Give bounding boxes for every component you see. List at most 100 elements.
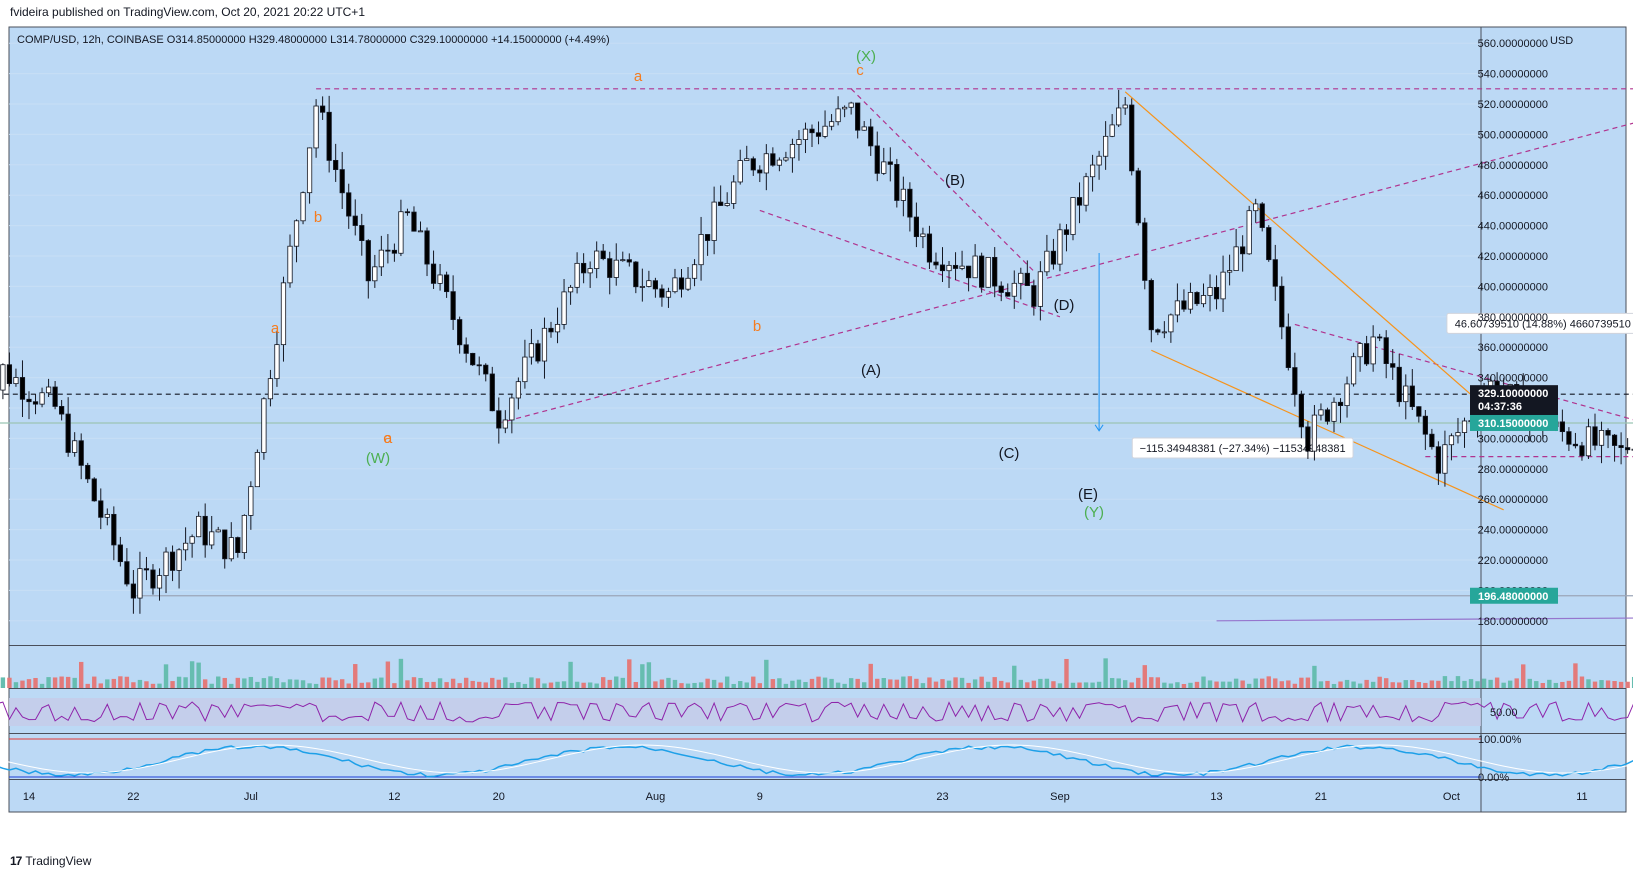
candle-body [992, 256, 998, 287]
volume-bar [1370, 681, 1376, 688]
volume-bar [738, 681, 743, 688]
volume-bar [1038, 678, 1043, 688]
volume-bar [1573, 663, 1578, 688]
candle-body [1566, 431, 1572, 445]
volume-bar [1364, 679, 1369, 688]
volume-bar [1514, 678, 1519, 688]
candle-body [613, 259, 619, 278]
candle-body [463, 344, 469, 354]
volume-bar [183, 677, 188, 688]
candle-body [411, 211, 417, 232]
volume-bar [65, 676, 71, 688]
candle-body [209, 531, 215, 546]
volume-bar [1410, 679, 1415, 688]
candle-body [1246, 210, 1252, 255]
candle-body [926, 233, 933, 263]
candle-body [1135, 170, 1141, 224]
footer[interactable]: 17 TradingView [10, 854, 91, 868]
volume-bar [1070, 682, 1076, 688]
volume-bar [1044, 678, 1050, 688]
volume-bar [966, 682, 971, 688]
volume-bar [320, 677, 325, 688]
volume-bar [307, 683, 312, 688]
price-tick: 480.00000000 [1478, 160, 1548, 172]
candle-body [326, 111, 332, 161]
candle-body [1122, 104, 1128, 109]
candle-body [1598, 430, 1605, 446]
volume-bar [522, 683, 528, 688]
volume-bar [914, 678, 919, 688]
candle-body [241, 515, 247, 554]
price-tick: 380.00000000 [1478, 312, 1548, 324]
candle-body [900, 188, 906, 201]
candle-body [1220, 271, 1226, 300]
volume-bar [1579, 676, 1585, 688]
candle-body [1129, 104, 1135, 172]
volume-bar [829, 678, 834, 688]
candle-body [802, 128, 809, 140]
candle-body [1422, 415, 1428, 435]
price-tick: 500.00000000 [1478, 129, 1548, 141]
volume-bar [1299, 677, 1304, 688]
volume-bar [555, 681, 560, 688]
candle-body [1618, 445, 1624, 448]
candle-body [1625, 447, 1631, 451]
volume-bar [920, 683, 926, 688]
candle-body [933, 261, 939, 266]
volume-bar [1534, 681, 1539, 688]
candle-body [1364, 343, 1370, 365]
candle-body [502, 419, 508, 429]
volume-bar [979, 676, 984, 688]
volume-bar [359, 682, 364, 688]
candle-body [274, 344, 280, 380]
candle-body [287, 245, 293, 284]
volume-bar [281, 682, 286, 688]
candle-body [868, 126, 874, 147]
channel-upper-line [850, 88, 1035, 272]
volume-bar [202, 679, 208, 688]
price-axis[interactable]: 560.00000000 540.00000000 520.00000000 500.… [1470, 35, 1573, 628]
volume-bar [1220, 681, 1226, 688]
last-price-text: 04:37:36 [1478, 401, 1522, 413]
price-unit: USD [1550, 35, 1573, 47]
candle-body [848, 102, 854, 108]
volume-bar [653, 681, 658, 688]
volume-bar [587, 682, 593, 688]
candle-body [267, 378, 274, 400]
candle-body [1331, 401, 1337, 422]
candle-body [705, 234, 711, 241]
time-axis[interactable]: 1422Jul1220Aug923Sep1321Oct1119Nov [23, 791, 1633, 803]
volume-bar [633, 682, 639, 688]
candle-body [1390, 363, 1396, 368]
candle-body [554, 323, 561, 333]
candle-body [731, 181, 737, 204]
candle-body [548, 327, 554, 333]
volume-bar [1488, 679, 1493, 688]
volume-bar [26, 679, 32, 688]
channel-lower-line [759, 209, 1061, 318]
candle-body [182, 542, 189, 551]
volume-bar [1501, 682, 1506, 688]
candle-body [535, 343, 541, 362]
volume-bar [242, 678, 247, 688]
volume-bar [124, 676, 130, 688]
volume-bar [131, 682, 136, 688]
tradingview-logo-icon: 17 [10, 854, 22, 868]
volume-bar [1592, 681, 1598, 688]
candle-body [1357, 343, 1363, 358]
candle-body [320, 105, 326, 113]
wave-label: (W) [366, 450, 390, 467]
candle-body [1429, 433, 1435, 448]
stoch-d-line [0, 744, 1633, 774]
volume-bar [346, 683, 351, 688]
volume-bar [1325, 680, 1330, 688]
candle-body [659, 288, 665, 298]
volume-bar [268, 676, 273, 688]
volume-bar [731, 683, 736, 688]
volume-bar [1149, 677, 1154, 688]
candle-body [0, 364, 6, 391]
volume-bar [1005, 682, 1010, 688]
volume-bar [1286, 680, 1291, 688]
candle-body [1259, 203, 1265, 228]
